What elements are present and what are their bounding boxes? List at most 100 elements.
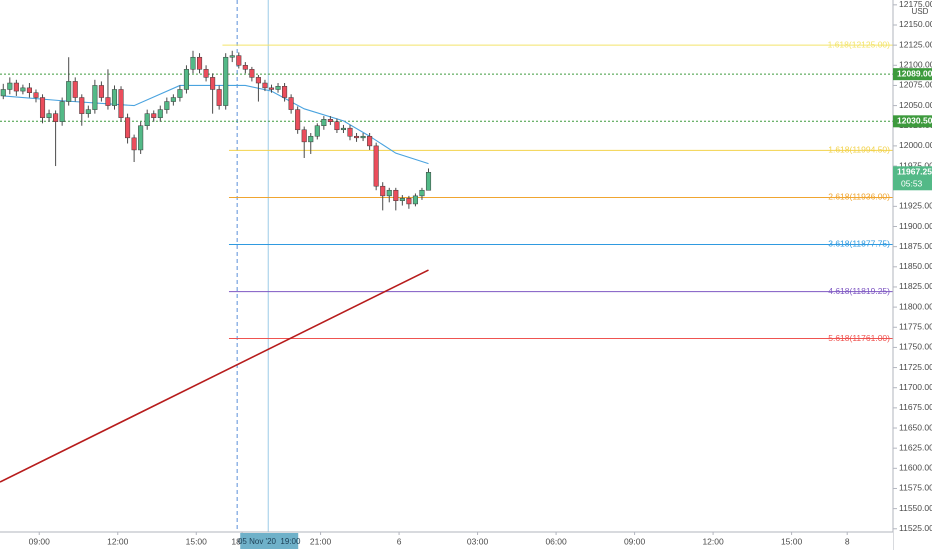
candle-body	[367, 135, 373, 147]
candle-body	[282, 85, 288, 98]
x-tick-label: 15:00	[781, 536, 803, 546]
x-tick-label: 6	[397, 536, 402, 546]
y-tick-label: 11875.00	[899, 241, 932, 251]
candle-body	[59, 101, 65, 122]
price-line-label: 12089.00	[897, 68, 932, 78]
price-axis-bg	[893, 0, 932, 550]
y-tick-label: 12175.00	[899, 0, 932, 9]
overlay-line	[0, 269, 429, 483]
candle-body	[177, 89, 183, 98]
last-price-tag	[893, 166, 932, 191]
fib-label: 1.618(12125.00)	[828, 39, 891, 49]
y-tick-label: 11675.00	[899, 402, 932, 412]
candle-body	[157, 109, 163, 118]
x-tick-label: 12:00	[702, 536, 724, 546]
candle-body	[386, 189, 392, 197]
axes: 12175.00 12150.00 12125.00 12100.00 12075.00…	[29, 0, 932, 549]
x-tick-label: 15:00	[186, 536, 208, 546]
candle-body	[340, 127, 347, 131]
fib-label: 5.618(11761.00)	[828, 333, 890, 343]
y-tick-label: 11575.00	[899, 483, 932, 493]
candle-body	[295, 109, 301, 131]
x-tick-label: 03:00	[467, 536, 489, 546]
y-tick-label: 11750.00	[899, 342, 932, 352]
candle-body	[223, 56, 229, 106]
candle-body	[321, 119, 327, 126]
y-tick-label: 11650.00	[899, 422, 932, 432]
fib-label: 4.618(11819.25)	[828, 286, 890, 296]
fib-label: 1.618(11994.50)	[828, 145, 890, 155]
candle-body	[26, 87, 32, 93]
x-tick-label: 06:00	[545, 536, 567, 546]
candle-body	[98, 85, 104, 98]
x-tick-label: 09:00	[29, 536, 51, 546]
price-line-label: 12030.50	[897, 116, 932, 126]
y-tick-label: 11800.00	[899, 301, 932, 311]
y-tick-label: 11625.00	[899, 442, 932, 452]
y-tick-label: 11975.00	[899, 160, 932, 170]
y-tick-label: 12125.00	[899, 39, 932, 49]
candle-body	[268, 87, 275, 90]
candle-body	[131, 137, 137, 151]
x-tick-label: 09:00	[624, 536, 646, 546]
candle-body	[412, 195, 418, 205]
y-tick-label: 12100.00	[899, 60, 932, 70]
candle-body	[144, 113, 150, 126]
price-line-tag	[893, 68, 932, 81]
candle-body	[196, 56, 203, 70]
plot-area: 1.618(12125.00) 1.618(11994.50) 2.618(1193…	[0, 0, 893, 532]
y-tick-label: 12075.00	[899, 80, 932, 90]
candle-body	[288, 97, 294, 110]
candle-body	[425, 172, 432, 191]
candle-body	[170, 97, 176, 102]
candle-body	[314, 125, 320, 137]
candle-body	[275, 85, 281, 90]
candle-body	[151, 113, 157, 118]
candle-body	[105, 97, 111, 106]
y-tick-label: 11550.00	[899, 503, 932, 513]
y-tick-label: 11600.00	[899, 463, 932, 473]
candle-body	[229, 55, 235, 58]
candle-body	[354, 135, 360, 139]
candle-body	[210, 77, 216, 90]
price-line-tag	[893, 115, 932, 128]
candle-body	[419, 189, 425, 197]
y-tick-label: 12150.00	[899, 19, 932, 29]
candle-body	[111, 89, 118, 106]
candle-body	[125, 117, 131, 139]
candle-body	[92, 85, 98, 110]
candle-body	[72, 81, 78, 98]
candle-body	[183, 69, 189, 90]
candle-body	[373, 145, 379, 187]
y-tick-label: 11825.00	[899, 281, 932, 291]
y-tick-label: 12050.00	[899, 100, 932, 110]
y-tick-label: 11725.00	[899, 362, 932, 372]
candle-body	[216, 89, 222, 106]
fib-label: 3.618(11877.75)	[828, 239, 890, 249]
candle-body	[138, 125, 144, 151]
fib-label: 2.618(11936.00)	[828, 192, 890, 202]
candle-body	[393, 189, 399, 201]
candle-body	[399, 198, 405, 201]
x-tick-label: 21:00	[310, 536, 332, 546]
candle-body	[380, 185, 386, 197]
time-axis-bg	[0, 532, 893, 550]
candle-body	[301, 129, 307, 143]
candle-body	[13, 82, 19, 92]
candle-body	[347, 127, 353, 137]
candle-body	[360, 135, 366, 139]
candle-body	[53, 113, 59, 122]
y-tick-label: 11775.00	[899, 322, 932, 332]
y-tick-label: 11900.00	[899, 221, 932, 231]
y-tick-label: 12000.00	[899, 140, 932, 150]
y-tick-label: 11525.00	[899, 523, 932, 533]
candle-body	[190, 56, 196, 70]
candle-body	[406, 198, 412, 205]
candle-body	[327, 119, 333, 122]
candle-body	[255, 77, 261, 84]
candle-body	[0, 89, 6, 97]
candle-body	[164, 101, 170, 110]
candle-body	[203, 69, 209, 78]
